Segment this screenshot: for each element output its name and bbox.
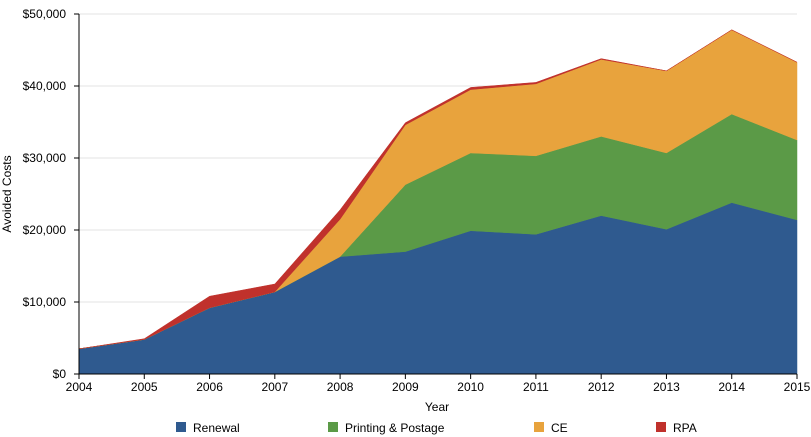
- legend-swatch: [656, 422, 666, 432]
- legend-item-printing-postage: Printing & Postage: [328, 421, 445, 435]
- x-tick-label: 2005: [131, 380, 158, 394]
- x-axis-title: Year: [425, 400, 449, 414]
- legend-item-ce: CE: [534, 421, 568, 435]
- x-tick-label: 2004: [66, 380, 93, 394]
- y-tick-label: $40,000: [23, 79, 67, 93]
- x-tick-label: 2013: [653, 380, 680, 394]
- x-tick-label: 2015: [784, 380, 811, 394]
- y-tick-label: $50,000: [23, 7, 67, 21]
- legend-swatch: [328, 422, 338, 432]
- legend-label: Printing & Postage: [345, 421, 445, 435]
- x-tick-label: 2014: [718, 380, 745, 394]
- legend-label: RPA: [673, 421, 697, 435]
- axes: [74, 13, 798, 379]
- legend-label: Renewal: [193, 421, 240, 435]
- series-area-rpa: [78, 29, 798, 350]
- legend-item-renewal: Renewal: [176, 421, 240, 435]
- x-tick-label: 2010: [457, 380, 484, 394]
- x-tick-label: 2011: [523, 380, 549, 394]
- y-tick-label: $30,000: [23, 151, 67, 165]
- y-tick-labels: $0 $10,000 $20,000 $30,000 $40,000 $50,000: [23, 7, 67, 381]
- x-tick-label: 2007: [261, 380, 288, 394]
- area-series: [78, 29, 798, 375]
- legend-swatch: [534, 422, 544, 432]
- legend-item-rpa: RPA: [656, 421, 697, 435]
- legend-swatch: [176, 422, 186, 432]
- x-tick-labels: 2004 2005 2006 2007 2008 2009 2010 2011 2012 2013…: [66, 380, 811, 394]
- y-tick-label: $20,000: [23, 223, 67, 237]
- y-tick-label: $0: [53, 367, 67, 381]
- x-tick-label: 2006: [196, 380, 223, 394]
- y-axis-title: Avoided Costs: [0, 155, 14, 232]
- x-tick-label: 2009: [392, 380, 419, 394]
- x-tick-label: 2008: [327, 380, 354, 394]
- y-tick-label: $10,000: [23, 295, 67, 309]
- x-tick-label: 2012: [588, 380, 615, 394]
- legend: Renewal Printing & Postage CE RPA: [176, 421, 697, 435]
- legend-label: CE: [551, 421, 568, 435]
